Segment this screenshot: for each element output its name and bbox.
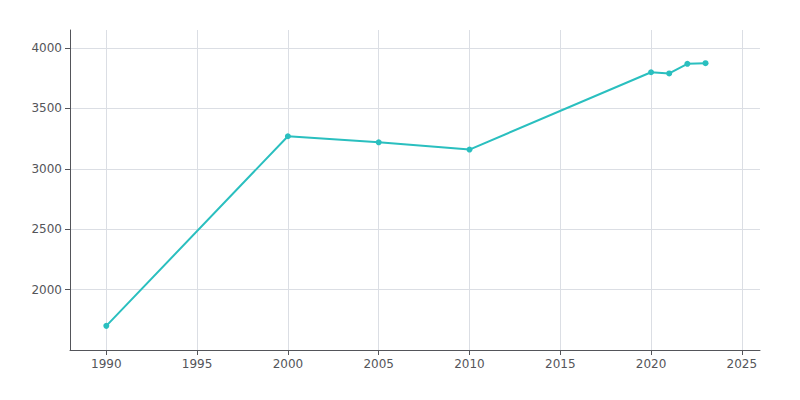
svg-text:2020: 2020: [636, 357, 667, 371]
svg-text:1995: 1995: [182, 357, 213, 371]
svg-text:3000: 3000: [31, 162, 62, 176]
svg-text:2500: 2500: [31, 222, 62, 236]
svg-text:1990: 1990: [91, 357, 122, 371]
svg-text:2015: 2015: [545, 357, 576, 371]
svg-text:4000: 4000: [31, 41, 62, 55]
svg-text:2000: 2000: [273, 357, 304, 371]
svg-text:3500: 3500: [31, 101, 62, 115]
svg-text:2000: 2000: [31, 283, 62, 297]
svg-text:2010: 2010: [454, 357, 485, 371]
svg-text:2005: 2005: [363, 357, 394, 371]
svg-text:2025: 2025: [727, 357, 758, 371]
